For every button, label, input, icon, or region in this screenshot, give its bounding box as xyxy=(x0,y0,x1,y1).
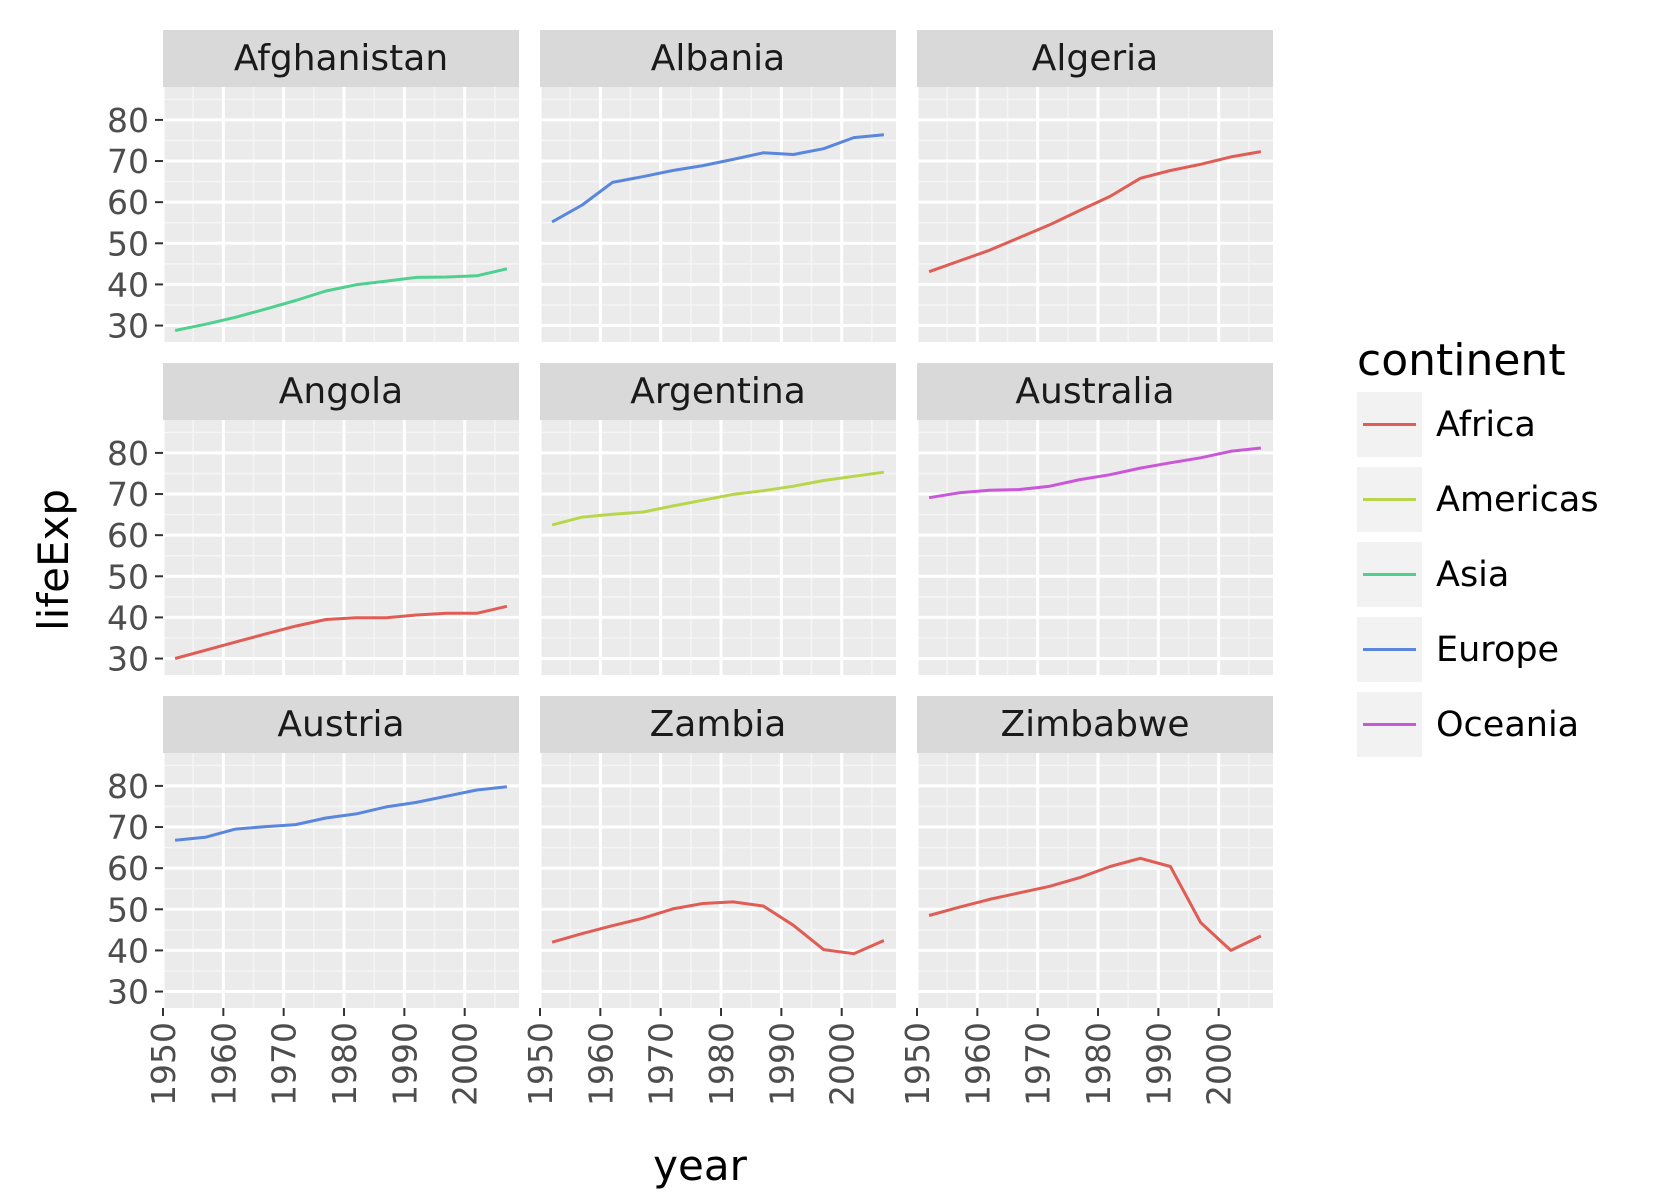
x-tick-label: 2000 xyxy=(823,1022,862,1106)
facet-panel: Angola xyxy=(161,363,519,675)
series-line xyxy=(174,604,508,660)
x-axis-title: year xyxy=(653,1141,747,1190)
x-tick-label: 1960 xyxy=(581,1022,620,1106)
y-tick-label: 70 xyxy=(107,142,149,181)
legend-label: Europe xyxy=(1436,630,1559,670)
y-tick-label: 30 xyxy=(107,973,149,1012)
legend-label: Oceania xyxy=(1436,705,1579,745)
x-tick-label: 1970 xyxy=(642,1022,681,1106)
facet-panel: Albania xyxy=(538,30,896,342)
facet-strip-label: Argentina xyxy=(630,371,806,412)
series-line xyxy=(551,470,885,527)
legend-label: Africa xyxy=(1436,405,1536,445)
y-axis-title: lifeExp xyxy=(29,489,78,631)
x-tick-label: 1970 xyxy=(265,1022,304,1106)
x-tick-label: 1980 xyxy=(325,1022,364,1106)
x-tick-label: 1950 xyxy=(898,1022,937,1106)
facet-strip xyxy=(163,363,519,420)
facet-strip xyxy=(917,30,1273,87)
series-line xyxy=(551,133,885,224)
facet-strip-label: Angola xyxy=(279,371,403,412)
series-line xyxy=(174,267,508,332)
y-tick-label: 50 xyxy=(107,557,149,596)
x-tick-label: 2000 xyxy=(1200,1022,1239,1106)
facet-panels: Afghanistan Albania Algeria Angola Argentina… xyxy=(161,30,1273,1008)
facet-panel: Algeria xyxy=(915,30,1273,342)
y-tick-label: 60 xyxy=(107,516,149,555)
x-tick-label: 2000 xyxy=(446,1022,485,1106)
y-tick-label: 70 xyxy=(107,475,149,514)
x-tick-label: 1980 xyxy=(1079,1022,1118,1106)
y-tick-label: 80 xyxy=(107,434,149,473)
series-line xyxy=(928,150,1262,274)
y-tick-label: 50 xyxy=(107,890,149,929)
facet-strip-label: Algeria xyxy=(1032,38,1159,79)
y-tick-label: 40 xyxy=(107,598,149,637)
series-line xyxy=(551,900,885,956)
facet-strip-label: Afghanistan xyxy=(234,38,448,79)
x-tick-label: 1950 xyxy=(144,1022,183,1106)
facet-strip-label: Zambia xyxy=(650,704,787,745)
series-line xyxy=(928,446,1262,500)
y-tick-label: 40 xyxy=(107,931,149,970)
facet-panel: Afghanistan xyxy=(161,30,519,342)
y-tick-label: 40 xyxy=(107,265,149,304)
legend-label: Americas xyxy=(1436,480,1599,520)
facet-strip-label: Zimbabwe xyxy=(1000,704,1189,745)
x-tick-label: 1990 xyxy=(762,1022,801,1106)
y-tick-label: 50 xyxy=(107,224,149,263)
facet-panel: Austria xyxy=(161,696,519,1008)
axes: 3040506070803040506070803040506070801950… xyxy=(107,101,1239,1106)
y-tick-label: 30 xyxy=(107,640,149,679)
facet-strip xyxy=(917,363,1273,420)
y-tick-label: 70 xyxy=(107,808,149,847)
y-tick-label: 60 xyxy=(107,183,149,222)
x-tick-label: 1990 xyxy=(385,1022,424,1106)
series-line xyxy=(928,856,1262,952)
facet-strip-label: Austria xyxy=(277,704,404,745)
facet-strip xyxy=(917,696,1273,753)
facet-strip xyxy=(163,30,519,87)
legend: continent Africa Americas Asia Europe Oceani… xyxy=(1357,335,1599,757)
y-tick-label: 80 xyxy=(107,767,149,806)
facet-strip-label: Australia xyxy=(1015,371,1174,412)
facet-strip xyxy=(540,696,896,753)
facet-panel: Australia xyxy=(915,363,1273,675)
y-tick-label: 80 xyxy=(107,101,149,140)
legend-title: continent xyxy=(1357,335,1566,386)
series-line xyxy=(174,785,508,842)
x-tick-label: 1970 xyxy=(1019,1022,1058,1106)
facet-strip xyxy=(540,30,896,87)
y-tick-label: 30 xyxy=(107,307,149,346)
x-tick-label: 1960 xyxy=(204,1022,243,1106)
facet-strip-label: Albania xyxy=(651,38,785,79)
facet-panel: Zimbabwe xyxy=(915,696,1273,1008)
x-tick-label: 1960 xyxy=(958,1022,997,1106)
facet-panel: Zambia xyxy=(538,696,896,1008)
legend-label: Asia xyxy=(1436,555,1509,595)
x-tick-label: 1990 xyxy=(1139,1022,1178,1106)
facet-panel: Argentina xyxy=(538,363,896,675)
x-tick-label: 1980 xyxy=(702,1022,741,1106)
facet-strip xyxy=(163,696,519,753)
facet-strip xyxy=(540,363,896,420)
y-tick-label: 60 xyxy=(107,849,149,888)
x-tick-label: 1950 xyxy=(521,1022,560,1106)
